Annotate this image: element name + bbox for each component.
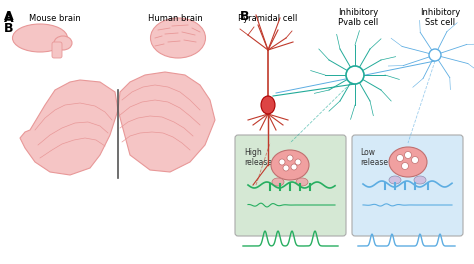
Text: Inhibitory
Pvalb cell: Inhibitory Pvalb cell [338,8,378,27]
Text: A: A [4,12,14,25]
Polygon shape [118,72,215,172]
FancyBboxPatch shape [235,135,346,236]
Circle shape [295,159,301,165]
Ellipse shape [261,96,275,114]
Ellipse shape [346,66,364,84]
Ellipse shape [272,178,284,186]
Ellipse shape [389,176,401,184]
Text: B: B [4,22,13,35]
FancyBboxPatch shape [52,42,62,58]
Circle shape [404,152,411,158]
Text: High
release: High release [244,148,272,167]
Text: Inhibitory
Sst cell: Inhibitory Sst cell [420,8,460,27]
Text: B: B [240,10,249,23]
Circle shape [287,155,293,161]
FancyBboxPatch shape [352,135,463,236]
Ellipse shape [429,49,441,61]
Text: Pyramidal cell: Pyramidal cell [238,14,298,23]
Circle shape [411,157,419,163]
Text: Low
release: Low release [360,148,388,167]
Circle shape [279,159,285,165]
Ellipse shape [271,150,309,180]
Text: Mouse brain: Mouse brain [29,14,81,23]
Circle shape [291,164,297,170]
Text: Human brain: Human brain [147,14,202,23]
Polygon shape [20,80,118,175]
Ellipse shape [414,176,426,184]
Text: A: A [4,10,14,23]
Ellipse shape [389,147,427,177]
Ellipse shape [12,24,67,52]
Ellipse shape [54,36,72,50]
Ellipse shape [296,178,308,186]
Circle shape [283,165,289,171]
Circle shape [396,154,403,162]
Circle shape [401,163,409,169]
Ellipse shape [151,18,206,58]
